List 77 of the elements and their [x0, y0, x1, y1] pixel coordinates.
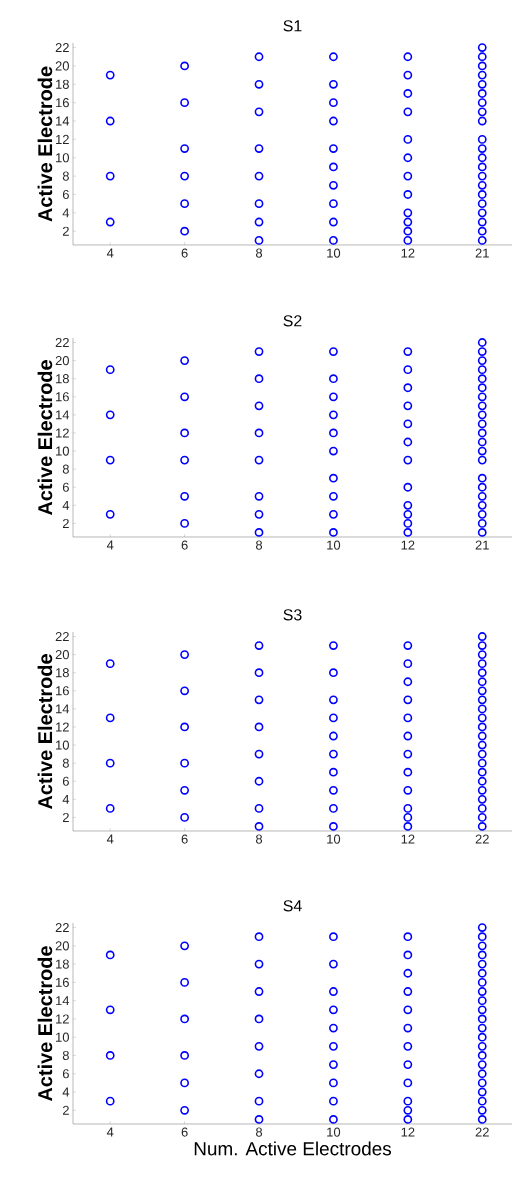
- x-tick-label: 10: [327, 834, 341, 844]
- y-tick-label: 20: [55, 356, 69, 366]
- y-tick-label: 16: [55, 392, 69, 402]
- y-tick-label: 8: [62, 1050, 69, 1061]
- x-tick-label: 6: [181, 1127, 188, 1137]
- y-tick-label: 22: [55, 631, 69, 642]
- chart-title: S3: [283, 609, 302, 621]
- y-tick-label: 16: [55, 98, 69, 108]
- x-tick-label: 4: [106, 834, 114, 844]
- y-tick-label: 20: [55, 650, 69, 660]
- y-tick-label: 8: [62, 464, 69, 474]
- y-tick-label: 6: [62, 189, 69, 200]
- y-tick-label: 10: [55, 446, 69, 456]
- x-tick-label: 4: [106, 248, 114, 258]
- y-axis-title: Active Electrode: [37, 654, 53, 810]
- y-tick-label: 10: [55, 1032, 69, 1042]
- x-tick-label: 12: [401, 834, 415, 844]
- x-tick-label: 21: [475, 540, 489, 550]
- x-tick-label: 8: [255, 540, 262, 550]
- x-tick-label: 22: [475, 834, 489, 844]
- chart-title: S2: [283, 315, 302, 327]
- y-tick-label: 14: [55, 996, 70, 1006]
- y-tick-label: 18: [55, 668, 69, 678]
- y-tick-label: 10: [55, 740, 69, 750]
- x-tick-label: 12: [401, 1127, 415, 1137]
- x-tick-label: 8: [255, 834, 262, 844]
- y-tick-label: 4: [62, 1087, 70, 1097]
- x-tick-label: 12: [401, 540, 415, 550]
- y-tick-label: 2: [62, 518, 69, 528]
- y-tick-label: 4: [62, 794, 70, 804]
- y-axis-title: Active Electrode: [37, 66, 53, 222]
- chart-title: S4: [283, 900, 302, 912]
- y-tick-label: 6: [62, 1069, 69, 1079]
- y-tick-label: 4: [62, 500, 70, 510]
- x-tick-label: 4: [106, 1127, 114, 1137]
- y-tick-label: 4: [62, 208, 70, 218]
- y-tick-label: 20: [55, 61, 69, 71]
- y-tick-label: 22: [55, 337, 69, 348]
- x-tick-label: 4: [106, 540, 114, 550]
- y-tick-label: 12: [55, 722, 69, 732]
- y-tick-label: 12: [55, 428, 69, 438]
- y-tick-label: 8: [62, 758, 69, 768]
- x-tick-label: 8: [255, 1127, 262, 1137]
- y-tick-label: 18: [55, 374, 69, 384]
- x-tick-label: 22: [475, 1127, 489, 1137]
- y-axis-title: Active Electrode: [37, 360, 53, 516]
- y-tick-label: 10: [55, 153, 69, 163]
- y-tick-label: 16: [55, 686, 69, 696]
- x-axis-title: Num. Active Electrodes: [194, 1141, 391, 1156]
- y-tick-label: 8: [62, 171, 69, 181]
- x-tick-label: 10: [327, 1127, 341, 1137]
- y-tick-label: 18: [55, 959, 69, 969]
- y-tick-label: 22: [55, 923, 69, 933]
- x-tick-label: 6: [181, 540, 188, 550]
- y-tick-label: 2: [62, 1105, 69, 1115]
- y-tick-label: 20: [55, 941, 69, 951]
- y-tick-label: 14: [55, 704, 70, 714]
- y-tick-label: 6: [62, 482, 69, 492]
- x-tick-label: 12: [401, 248, 415, 258]
- x-tick-label: 8: [255, 248, 262, 258]
- y-axis-title: Active Electrode: [37, 946, 53, 1102]
- x-tick-label: 6: [181, 248, 188, 258]
- x-tick-label: 21: [475, 248, 489, 258]
- y-tick-label: 2: [62, 226, 69, 236]
- y-tick-label: 2: [62, 812, 69, 822]
- y-tick-label: 18: [55, 79, 69, 89]
- x-tick-label: 10: [327, 248, 341, 258]
- chart-title: S1: [283, 20, 302, 32]
- x-tick-label: 6: [181, 834, 188, 844]
- y-tick-label: 16: [55, 977, 69, 987]
- x-tick-label: 10: [327, 540, 341, 550]
- y-tick-label: 14: [55, 116, 70, 126]
- y-tick-label: 22: [55, 43, 69, 53]
- y-tick-label: 12: [55, 134, 69, 144]
- y-tick-label: 12: [55, 1014, 69, 1024]
- y-tick-label: 14: [55, 410, 70, 420]
- y-tick-label: 6: [62, 776, 69, 786]
